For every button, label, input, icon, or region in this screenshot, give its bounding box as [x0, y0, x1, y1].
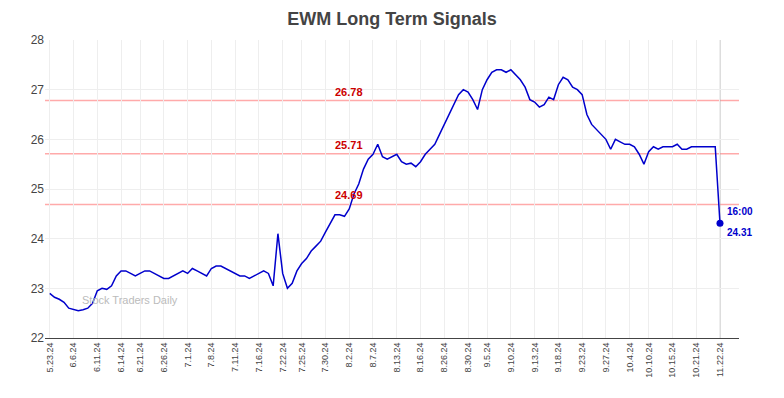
svg-text:26.78: 26.78 — [335, 86, 363, 98]
svg-text:24.69: 24.69 — [335, 189, 363, 201]
svg-text:5.23.24: 5.23.24 — [45, 343, 55, 373]
svg-text:26: 26 — [31, 133, 45, 147]
svg-text:7.25.24: 7.25.24 — [297, 343, 307, 373]
svg-text:6.21.24: 6.21.24 — [135, 343, 145, 373]
svg-text:10.21.24: 10.21.24 — [691, 343, 701, 378]
svg-text:Stock Traders Daily: Stock Traders Daily — [82, 294, 178, 306]
svg-text:24: 24 — [31, 232, 45, 246]
svg-text:10.10.24: 10.10.24 — [644, 343, 654, 378]
svg-text:10.15.24: 10.15.24 — [667, 343, 677, 378]
svg-text:6.11.24: 6.11.24 — [92, 343, 102, 372]
svg-text:11.22.24: 11.22.24 — [715, 343, 725, 377]
svg-text:9.23.24: 9.23.24 — [577, 343, 587, 373]
svg-text:8.7.24: 8.7.24 — [368, 343, 378, 368]
svg-text:9.18.24: 9.18.24 — [553, 343, 563, 373]
svg-text:8.16.24: 8.16.24 — [415, 343, 425, 373]
svg-text:8.30.24: 8.30.24 — [463, 343, 473, 373]
svg-text:24.31: 24.31 — [727, 227, 752, 238]
svg-text:6.6.24: 6.6.24 — [68, 343, 78, 368]
svg-text:6.14.24: 6.14.24 — [116, 343, 126, 373]
svg-text:16:00: 16:00 — [727, 206, 753, 217]
svg-text:7.30.24: 7.30.24 — [320, 343, 330, 373]
svg-text:8.2.24: 8.2.24 — [344, 343, 354, 368]
svg-text:7.11.24: 7.11.24 — [230, 343, 240, 372]
svg-text:7.8.24: 7.8.24 — [206, 343, 216, 368]
svg-text:25: 25 — [31, 182, 45, 196]
svg-text:9.10.24: 9.10.24 — [506, 343, 516, 373]
svg-text:22: 22 — [31, 331, 45, 345]
svg-text:9.5.24: 9.5.24 — [482, 343, 492, 368]
svg-text:EWM Long Term Signals: EWM Long Term Signals — [287, 9, 497, 29]
svg-text:25.71: 25.71 — [335, 139, 363, 151]
svg-text:6.26.24: 6.26.24 — [159, 343, 169, 373]
svg-text:8.13.24: 8.13.24 — [392, 343, 402, 373]
svg-text:27: 27 — [31, 83, 45, 97]
svg-text:10.4.24: 10.4.24 — [625, 343, 635, 373]
svg-text:9.13.24: 9.13.24 — [530, 343, 540, 373]
svg-text:8.26.24: 8.26.24 — [439, 343, 449, 373]
svg-text:7.1.24: 7.1.24 — [183, 343, 193, 368]
svg-text:7.16.24: 7.16.24 — [254, 343, 264, 373]
svg-text:7.22.24: 7.22.24 — [278, 343, 288, 373]
svg-text:23: 23 — [31, 282, 45, 296]
svg-text:9.27.24: 9.27.24 — [601, 343, 611, 373]
svg-text:28: 28 — [31, 33, 45, 47]
